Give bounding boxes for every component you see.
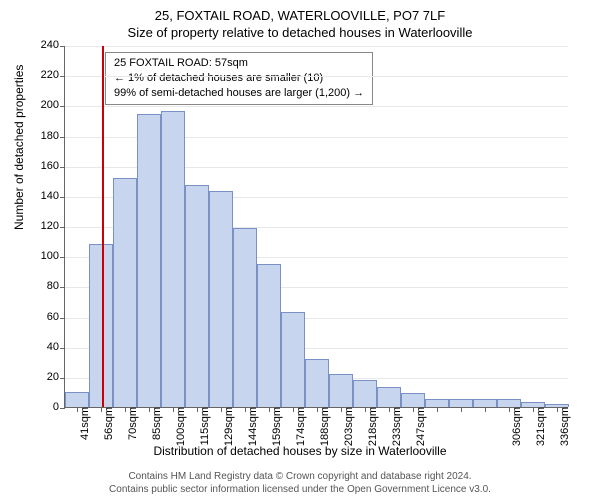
x-tick-label: 321sqm (531, 407, 547, 446)
property-marker-line (102, 46, 104, 407)
y-tick-label: 40 (47, 341, 65, 353)
histogram-bar (305, 359, 329, 407)
y-tick-label: 140 (41, 190, 65, 202)
x-tick-label: 233sqm (387, 407, 403, 446)
x-tick-mark (437, 407, 438, 412)
y-tick-label: 120 (41, 220, 65, 232)
x-tick-label: 218sqm (363, 407, 379, 446)
y-tick-label: 80 (47, 280, 65, 292)
attribution-line-2: Contains public sector information licen… (0, 483, 600, 496)
histogram-bar (137, 114, 161, 407)
histogram-bar (89, 244, 113, 407)
y-tick-label: 100 (41, 250, 65, 262)
y-tick-label: 20 (47, 371, 65, 383)
histogram-bar (473, 399, 497, 407)
histogram-bar (353, 380, 377, 407)
x-tick-label: 174sqm (291, 407, 307, 446)
gridline (65, 46, 568, 47)
histogram-bar (113, 178, 137, 407)
y-axis-label: Number of detached properties (12, 65, 26, 230)
x-tick-label: 247sqm (411, 407, 427, 446)
x-tick-label: 188sqm (315, 407, 331, 446)
histogram-bar (65, 392, 89, 407)
plot-area: 25 FOXTAIL ROAD: 57sqm ← 1% of detached … (64, 46, 568, 408)
x-tick-mark (485, 407, 486, 412)
y-tick-label: 180 (41, 130, 65, 142)
x-tick-label: 144sqm (243, 407, 259, 446)
x-tick-label: 41sqm (75, 407, 91, 440)
x-tick-label: 159sqm (267, 407, 283, 446)
attribution: Contains HM Land Registry data © Crown c… (0, 470, 600, 496)
histogram-bar (497, 399, 521, 407)
gridline (65, 106, 568, 107)
gridline (65, 76, 568, 77)
histogram-bar (425, 399, 449, 407)
x-tick-label: 336sqm (555, 407, 571, 446)
y-tick-label: 0 (53, 401, 65, 413)
x-tick-label: 70sqm (123, 407, 139, 440)
x-tick-label: 129sqm (219, 407, 235, 446)
x-tick-label: 100sqm (171, 407, 187, 446)
x-tick-label: 115sqm (195, 407, 211, 445)
chart-subtitle: Size of property relative to detached ho… (0, 23, 600, 40)
x-axis-label: Distribution of detached houses by size … (0, 444, 600, 458)
x-tick-label: 203sqm (339, 407, 355, 446)
histogram-bar (161, 111, 185, 407)
annotation-line-1: 25 FOXTAIL ROAD: 57sqm (114, 56, 364, 71)
histogram-bar (185, 185, 209, 407)
histogram-bar (257, 264, 281, 407)
histogram-bar (449, 399, 473, 407)
histogram-bar (209, 191, 233, 407)
histogram-bar (401, 393, 425, 407)
attribution-line-1: Contains HM Land Registry data © Crown c… (0, 470, 600, 483)
x-tick-mark (461, 407, 462, 412)
y-tick-label: 220 (41, 69, 65, 81)
annotation-box: 25 FOXTAIL ROAD: 57sqm ← 1% of detached … (105, 52, 373, 105)
annotation-line-3: 99% of semi-detached houses are larger (… (114, 86, 364, 101)
property-size-histogram: 25, FOXTAIL ROAD, WATERLOOVILLE, PO7 7LF… (0, 0, 600, 500)
y-tick-label: 200 (41, 99, 65, 111)
annotation-line-2: ← 1% of detached houses are smaller (10) (114, 71, 364, 86)
histogram-bar (281, 312, 305, 407)
y-tick-label: 160 (41, 160, 65, 172)
x-tick-label: 306sqm (507, 407, 523, 446)
histogram-bar (329, 374, 353, 407)
x-tick-label: 56sqm (99, 407, 115, 440)
y-tick-label: 60 (47, 311, 65, 323)
y-tick-label: 240 (41, 39, 65, 51)
histogram-bar (377, 387, 401, 407)
x-tick-label: 85sqm (147, 407, 163, 440)
chart-title-address: 25, FOXTAIL ROAD, WATERLOOVILLE, PO7 7LF (0, 0, 600, 23)
histogram-bar (233, 228, 257, 407)
